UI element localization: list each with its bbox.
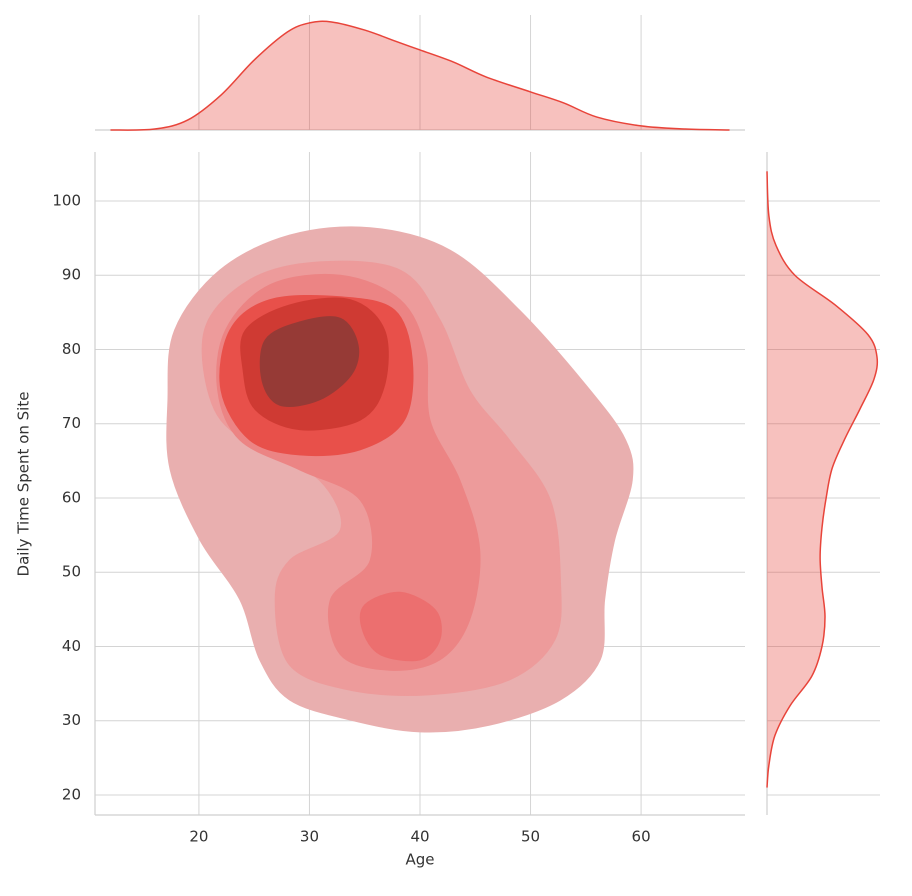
y-tick-label: 30 [62, 711, 81, 729]
density-contour [359, 591, 442, 662]
y-tick-label: 20 [62, 785, 81, 803]
x-tick-label: 60 [632, 828, 651, 846]
y-tick-label: 80 [62, 340, 81, 358]
y-tick-label: 90 [62, 266, 81, 284]
x-tick-label: 40 [410, 828, 429, 846]
y-tick-label: 70 [62, 414, 81, 432]
y-tick-label: 60 [62, 488, 81, 506]
foreground: 20 30 40 50 60 20 30 40 50 60 70 80 90 100 [52, 20, 879, 846]
y-marginal-line [766, 171, 879, 788]
y-tick-label: 50 [62, 563, 81, 581]
y-marginal-area [767, 171, 878, 788]
density-contour [259, 316, 360, 407]
x-tick-label: 20 [189, 828, 208, 846]
x-marginal-area [110, 21, 730, 131]
y-tick-label: 40 [62, 637, 81, 655]
y-tick-label: 100 [52, 192, 81, 210]
contours [166, 226, 634, 733]
x-marginal-line [110, 20, 730, 131]
y-axis-label: Daily Time Spent on Site [15, 392, 33, 577]
x-tick-label: 30 [300, 828, 319, 846]
x-tick-label: 50 [521, 828, 540, 846]
x-axis-label: Age [405, 851, 434, 869]
